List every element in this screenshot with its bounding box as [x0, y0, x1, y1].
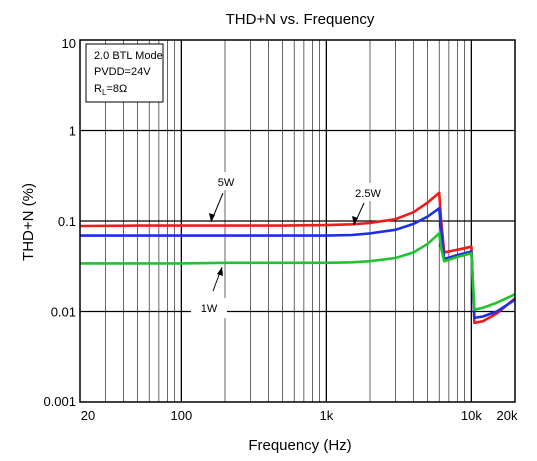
series-layer	[79, 191, 516, 325]
conditions-mode: 2.0 BTL Mode	[94, 50, 163, 62]
annotation-2p5w: 2.5W	[351, 183, 385, 226]
y-axis-label: THD+N (%)	[20, 183, 37, 261]
x-axis-label: Frequency (Hz)	[248, 437, 351, 454]
y-tick-label: 0.001	[43, 394, 76, 409]
annotation-1w-arrowhead	[217, 267, 223, 276]
y-tick-label: 0.1	[58, 214, 76, 229]
annotation-5w: 5W	[209, 172, 238, 223]
conditions-load: RL=8Ω	[94, 83, 127, 97]
conditions-box: 2.0 BTL Mode PVDD=24V RL=8Ω	[85, 43, 164, 103]
annotation-2p5w-bg	[351, 183, 385, 201]
series-line-1w	[80, 232, 516, 311]
annotation-2p5w-arrowhead	[352, 216, 358, 225]
conditions-load-r: R	[94, 83, 102, 95]
annotation-1w-bg	[191, 298, 227, 318]
chart-title: THD+N vs. Frequency	[226, 11, 375, 28]
y-tick-label: 0.01	[51, 305, 76, 320]
conditions-load-value: =8Ω	[106, 83, 127, 95]
annotation-5w-arrowhead	[209, 213, 215, 222]
annotation-5w-bg	[212, 172, 238, 190]
annotation-1w-label: 1W	[201, 303, 218, 315]
x-tick-label: 1k	[319, 408, 333, 423]
x-tick-label: 100	[170, 408, 192, 423]
y-tick-label: 10	[62, 36, 76, 51]
annotation-5w-label: 5W	[218, 177, 235, 189]
plot-frame	[79, 39, 516, 403]
conditions-pvdd: PVDD=24V	[94, 66, 151, 78]
annotation-2p5w-label: 2.5W	[355, 188, 381, 200]
conditions-box-frame	[85, 43, 164, 103]
annotation-1w: 1W	[191, 266, 227, 318]
x-tick-label: 20	[81, 408, 95, 423]
major-grid	[80, 40, 515, 402]
y-tick-label: 1	[69, 124, 76, 139]
x-tick-label: 20k	[497, 408, 518, 423]
y-tick-labels: 0.001 0.01 0.1 1 10	[43, 36, 76, 409]
conditions-load-sub: L	[102, 88, 107, 97]
x-tick-label: 10k	[461, 408, 482, 423]
x-tick-labels: 20 100 1k 10k 20k	[81, 408, 518, 423]
